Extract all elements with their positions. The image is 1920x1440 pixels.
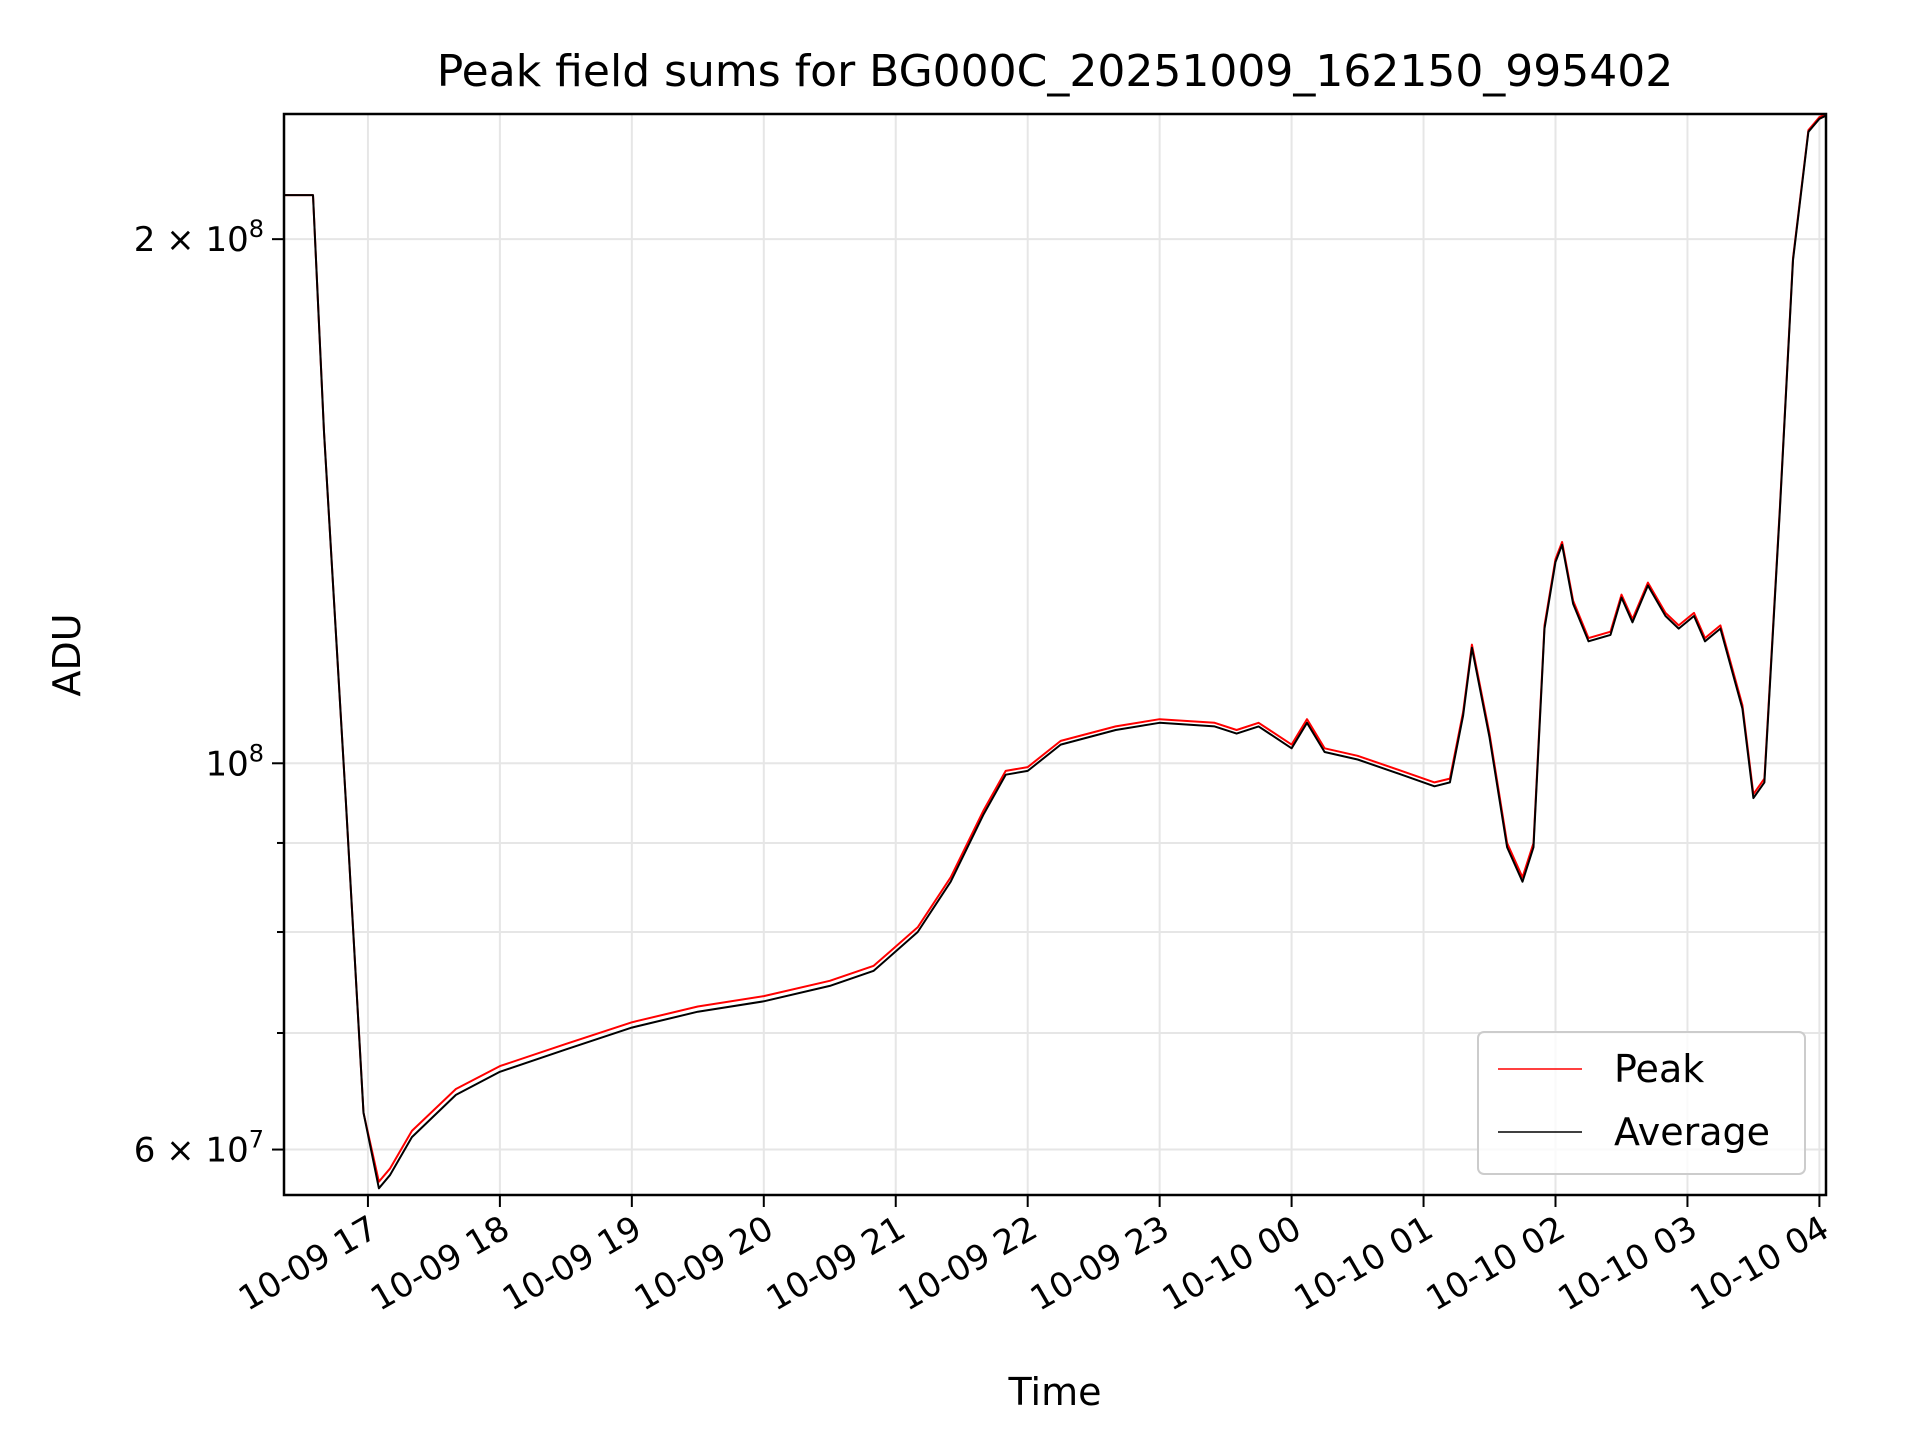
y-tick-label: 6 × 107 <box>134 1126 264 1171</box>
x-tick-label: 10-10 03 <box>1552 1208 1704 1319</box>
y-tick-label-exponent: 7 <box>249 1126 264 1154</box>
x-tick-label: 10-09 18 <box>364 1208 516 1319</box>
x-tick-label: 10-10 02 <box>1420 1208 1572 1319</box>
x-tick-label: 10-09 17 <box>232 1208 384 1319</box>
y-tick-label-base: 10 <box>205 744 248 784</box>
x-tick-label: 10-10 04 <box>1684 1208 1836 1319</box>
x-tick-label: 10-10 00 <box>1156 1208 1308 1319</box>
x-tick-label: 10-09 22 <box>892 1208 1044 1319</box>
y-tick-label-exponent: 8 <box>249 739 264 767</box>
plot-frame <box>282 112 1828 1197</box>
y-tick-label-base: 6 × 10 <box>134 1131 249 1171</box>
y-tick-label-exponent: 8 <box>249 215 264 243</box>
x-axis-label: Time <box>1008 1370 1102 1414</box>
y-axis-label: ADU <box>45 613 89 696</box>
x-tick-label: 10-10 01 <box>1288 1208 1440 1319</box>
x-tick-label: 10-09 20 <box>628 1208 780 1319</box>
x-tick-label: 10-09 23 <box>1024 1208 1176 1319</box>
legend-label-average: Average <box>1614 1110 1770 1154</box>
series-layer <box>284 113 1827 1190</box>
x-tick-label: 10-09 19 <box>496 1208 648 1319</box>
legend-box <box>1477 1031 1806 1175</box>
y-tick-label: 108 <box>205 739 264 784</box>
x-tick-label: 10-09 21 <box>760 1208 912 1319</box>
chart-title: Peak field sums for BG000C_20251009_1621… <box>437 46 1674 97</box>
legend: Peak Average <box>1477 1031 1806 1175</box>
y-tick-label: 2 × 108 <box>134 215 264 260</box>
series-line-average <box>284 114 1827 1190</box>
series-line-peak <box>284 113 1827 1183</box>
y-tick-label-base: 2 × 10 <box>134 220 249 260</box>
legend-label-peak: Peak <box>1614 1047 1704 1091</box>
